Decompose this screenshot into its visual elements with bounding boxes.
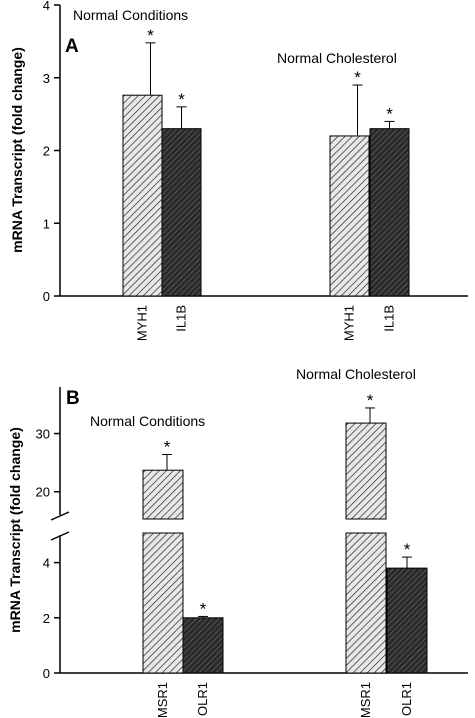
panel-b-bar-lower-segment: [142, 532, 184, 674]
panel-a-significance-star: *: [386, 104, 393, 123]
panel-b-y-tick-label: 4: [43, 556, 50, 571]
panel-a-y-tick-label: 2: [43, 144, 50, 159]
panel-b-bar: [386, 567, 428, 674]
panel-a-y-tick-label: 1: [43, 216, 50, 231]
panel-b-y-tick-label: 30: [36, 427, 50, 442]
panel-a-category-label: MYH1: [135, 305, 150, 341]
panel-b-category-label: MSR1: [358, 682, 373, 718]
panel-b-letter: B: [66, 388, 80, 409]
panel-b-axis-break-bottom: [50, 531, 70, 541]
panel-b-category-label: OLR1: [399, 682, 414, 716]
panel-a-category-label: IL1B: [174, 305, 189, 332]
panel-a-bars: * MYH1 * IL1B * MYH1 * IL1B: [122, 26, 410, 341]
panel-b-bar-upper-segment: [345, 422, 387, 520]
panel-b-significance-star: *: [200, 599, 207, 618]
panel-b-bar-lower-segment: [345, 532, 387, 674]
panel-b-chart: B Normal Conditions Normal Cholesterol m…: [7, 366, 468, 718]
panel-a-bar: [329, 135, 370, 297]
panel-b-y-ticks: 0 2 4 20 30: [36, 427, 60, 681]
panel-a-bar: [369, 128, 410, 297]
panel-a-y-axis-label: mRNA Transcript (fold change): [9, 47, 25, 253]
panel-a-group-label-2: Normal Cholesterol: [277, 50, 397, 66]
panel-b-group-label-2: Normal Cholesterol: [296, 366, 416, 382]
panel-a-significance-star: *: [147, 26, 154, 45]
panel-a-category-label: IL1B: [382, 305, 397, 332]
panel-b-y-axis-label: mRNA Transcript (fold change): [7, 427, 23, 633]
panel-b-bars: * MSR1 * OLR1 * MSR1 * OLR1: [142, 391, 428, 718]
panel-b-group-label-1: Normal Conditions: [90, 413, 205, 429]
panel-b-significance-star: *: [367, 391, 374, 410]
panel-a-y-ticks: 0 1 2 3 4: [43, 0, 60, 304]
panel-b-category-label: OLR1: [195, 682, 210, 716]
panel-a-group-label-1: Normal Conditions: [73, 7, 188, 23]
panel-a-bar: [122, 94, 163, 297]
panel-b-significance-star: *: [164, 437, 171, 456]
panel-a-y-tick-label: 0: [43, 289, 50, 304]
panel-b-y-tick-label: 2: [43, 611, 50, 626]
panel-b-significance-star: *: [404, 540, 411, 559]
panel-b-bar-break-gap: [345, 520, 387, 532]
panel-a-bar: [161, 128, 202, 297]
panel-a-category-label: MYH1: [342, 305, 357, 341]
panel-b-bar-break-gap: [142, 520, 184, 532]
panel-b-category-label: MSR1: [155, 682, 170, 718]
panel-a-significance-star: *: [354, 68, 361, 87]
panel-a-y-tick-label: 4: [43, 0, 50, 13]
panel-b-axis-break-top: [50, 511, 70, 521]
panel-b-bar: [182, 617, 224, 674]
panel-b-bar-upper-segment: [142, 469, 184, 520]
panel-a-y-tick-label: 3: [43, 71, 50, 86]
panel-b-y-tick-label: 20: [36, 485, 50, 500]
panel-a-significance-star: *: [178, 90, 185, 109]
panel-a-chart: A Normal Conditions Normal Cholesterol m…: [9, 0, 468, 341]
panel-b-y-tick-label: 0: [43, 666, 50, 681]
panel-a-letter: A: [65, 36, 79, 57]
